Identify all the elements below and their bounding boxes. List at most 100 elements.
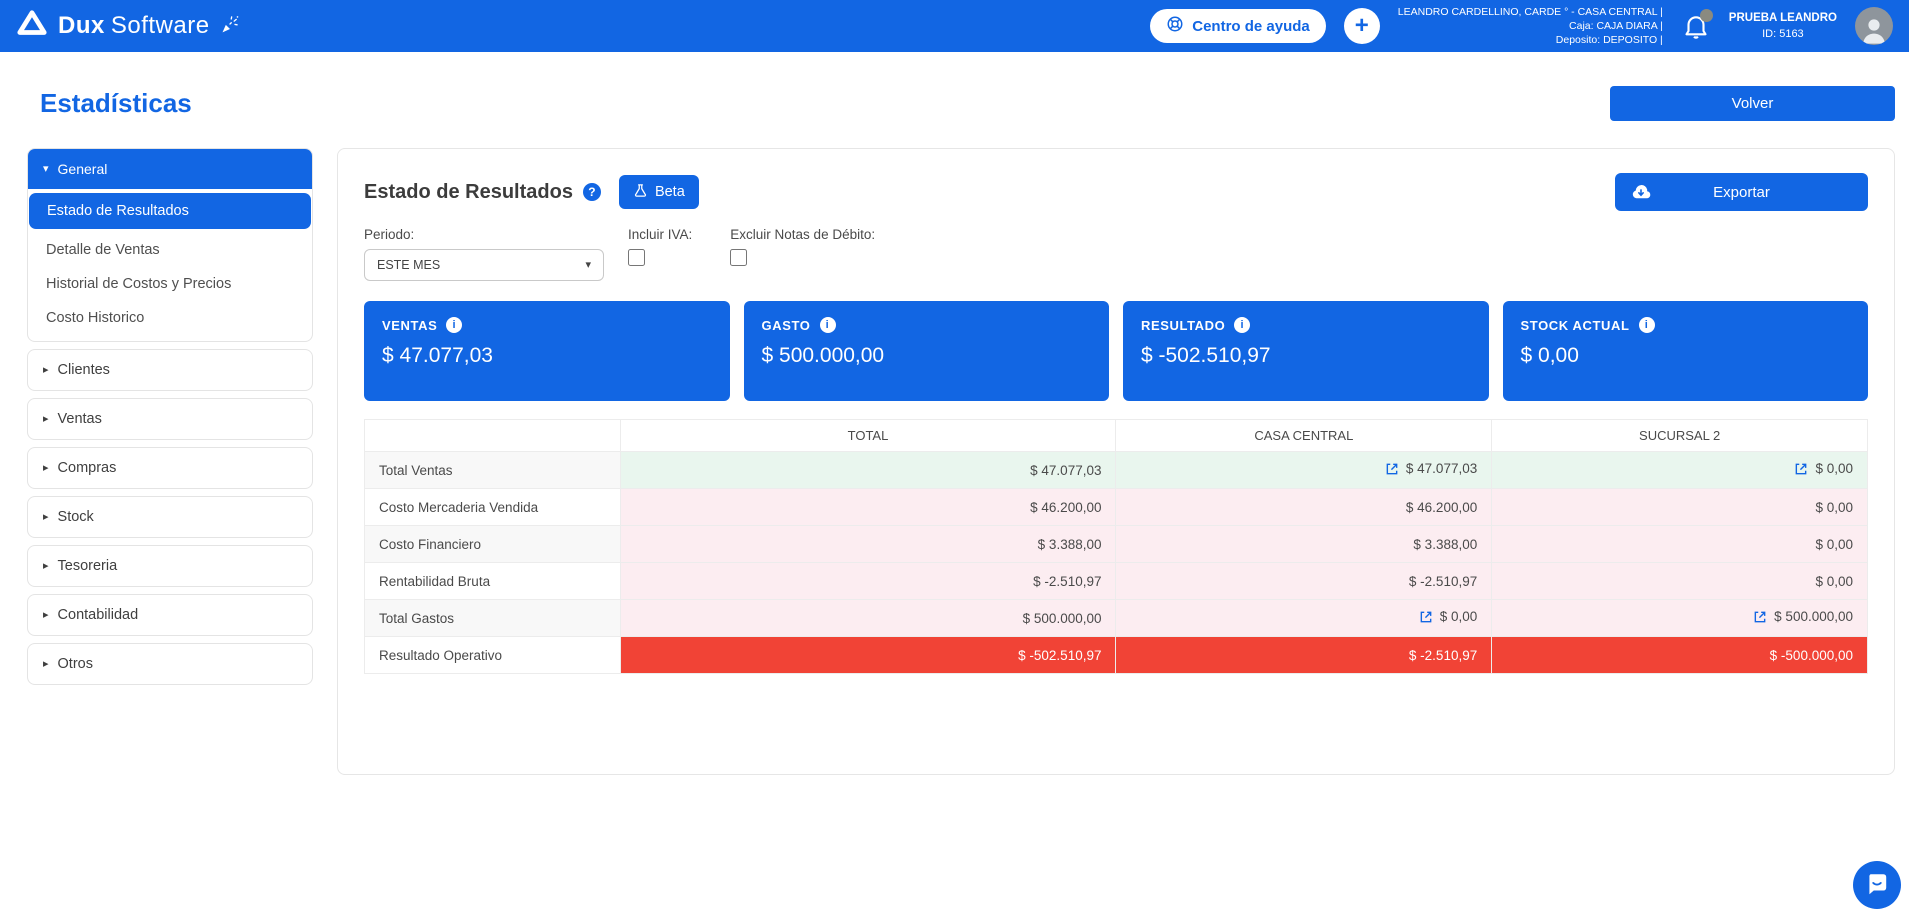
- sidebar-group-compras: ▸ Compras: [27, 447, 313, 489]
- panel-title: Estado de Resultados: [364, 180, 573, 203]
- sidebar-group-compras-header[interactable]: ▸ Compras: [28, 448, 312, 488]
- session-context-line: Caja: CAJA DIARA |: [1569, 20, 1663, 32]
- kpi-value: $ 0,00: [1520, 344, 1579, 367]
- exclude-debit-notes-checkbox[interactable]: [730, 249, 748, 266]
- chevron-down-icon: ▾: [43, 162, 49, 175]
- row-label: Costo Financiero: [364, 525, 621, 563]
- sidebar-group-otros-header[interactable]: ▸ Otros: [28, 644, 312, 684]
- chevron-right-icon: ▸: [43, 510, 49, 523]
- help-center-button[interactable]: Centro de ayuda: [1150, 9, 1326, 43]
- table-row-rentabilidad-bruta: Rentabilidad Bruta $ -2.510,97 $ -2.510,…: [364, 562, 1868, 600]
- logo-text-light: Software: [110, 12, 210, 39]
- chevron-right-icon: ▸: [43, 608, 49, 621]
- period-filter-label: Periodo:: [364, 227, 415, 242]
- export-label: Exportar: [1713, 183, 1770, 201]
- cell-value: $ 0,00: [1815, 461, 1853, 477]
- back-button[interactable]: Volver: [1610, 86, 1895, 121]
- sidebar-item-detalle-de-ventas[interactable]: Detalle de Ventas: [28, 233, 312, 267]
- kpi-label: VENTAS: [382, 317, 438, 333]
- cloud-download-icon: [1631, 182, 1651, 206]
- column-header-empty: [364, 419, 621, 452]
- lifebuoy-icon: [1166, 15, 1184, 37]
- table-row-total-ventas: Total Ventas $ 47.077,03 $ 47.077,03: [364, 451, 1868, 489]
- dux-triangle-icon: [16, 8, 48, 45]
- chat-bubble-icon: [1864, 871, 1890, 900]
- chat-widget-button[interactable]: [1853, 861, 1901, 909]
- chevron-right-icon: ▸: [43, 657, 49, 670]
- include-iva-filter: Incluir IVA:: [628, 227, 692, 271]
- user-name: PRUEBA LEANDRO: [1728, 12, 1837, 24]
- column-header-total: TOTAL: [619, 419, 1117, 452]
- sidebar-group-ventas: ▸ Ventas: [27, 398, 313, 440]
- info-icon[interactable]: i: [1234, 317, 1251, 333]
- kpi-label: RESULTADO: [1141, 317, 1226, 333]
- statistics-sidebar: ▾ General Estado de Resultados Detalle d…: [27, 148, 313, 692]
- cell-total: $ 47.077,03: [619, 451, 1117, 489]
- sidebar-group-label: Otros: [57, 656, 93, 672]
- sidebar-item-costo-historico[interactable]: Costo Historico: [28, 301, 312, 335]
- sidebar-group-stock: ▸ Stock: [27, 496, 313, 538]
- include-iva-checkbox[interactable]: [628, 249, 645, 266]
- plus-icon: +: [1354, 12, 1369, 39]
- sidebar-group-contabilidad-header[interactable]: ▸ Contabilidad: [28, 595, 312, 635]
- period-select-value: ESTE MES: [377, 258, 441, 272]
- external-link-icon[interactable]: [1385, 462, 1399, 476]
- sidebar-group-general: ▾ General Estado de Resultados Detalle d…: [27, 148, 313, 342]
- help-center-label: Centro de ayuda: [1192, 17, 1310, 35]
- sidebar-item-historial-costos-precios[interactable]: Historial de Costos y Precios: [28, 267, 312, 301]
- avatar[interactable]: [1855, 7, 1893, 45]
- external-link-icon[interactable]: [1794, 462, 1808, 476]
- results-table: TOTAL CASA CENTRAL SUCURSAL 2 Total Vent…: [364, 419, 1868, 674]
- info-icon[interactable]: i: [1638, 317, 1655, 333]
- kpi-card-ventas: VENTAS i $ 47.077,03: [364, 301, 730, 401]
- cell-total: $ 500.000,00: [619, 599, 1117, 637]
- top-navigation-bar: Dux Software Centro de ayuda + L: [0, 0, 1909, 52]
- cell-casa-central: $ -2.510,97: [1115, 562, 1493, 600]
- sidebar-group-contabilidad: ▸ Contabilidad: [27, 594, 313, 636]
- row-label: Costo Mercaderia Vendida: [364, 488, 621, 526]
- kpi-value: $ 47.077,03: [382, 344, 493, 367]
- sidebar-group-general-header[interactable]: ▾ General: [28, 149, 312, 189]
- table-row-costo-mercaderia: Costo Mercaderia Vendida $ 46.200,00 $ 4…: [364, 488, 1868, 526]
- export-button[interactable]: Exportar: [1615, 173, 1868, 211]
- sidebar-item-label: Detalle de Ventas: [46, 242, 160, 258]
- party-popper-icon: [220, 14, 240, 39]
- info-icon[interactable]: i: [819, 317, 836, 333]
- info-icon[interactable]: i: [446, 317, 463, 333]
- cell-sucursal-2: $ 500.000,00: [1491, 599, 1868, 637]
- cell-value: $ 47.077,03: [1405, 461, 1478, 477]
- session-context-line: LEANDRO CARDELLINO, CARDE ° - CASA CENTR…: [1397, 6, 1663, 18]
- session-context: LEANDRO CARDELLINO, CARDE ° - CASA CENTR…: [1398, 5, 1663, 47]
- sidebar-group-tesoreria-header[interactable]: ▸ Tesoreria: [28, 546, 312, 586]
- logo-text-bold: Dux: [58, 12, 105, 39]
- row-label: Rentabilidad Bruta: [364, 562, 621, 600]
- cell-total: $ 3.388,00: [619, 525, 1117, 563]
- help-question-icon[interactable]: ?: [582, 183, 601, 201]
- kpi-label: STOCK ACTUAL: [1520, 317, 1630, 333]
- external-link-icon[interactable]: [1753, 610, 1767, 624]
- period-filter: Periodo: ESTE MES ▾: [364, 227, 604, 281]
- sidebar-group-label: General: [57, 161, 108, 177]
- sidebar-group-stock-header[interactable]: ▸ Stock: [28, 497, 312, 537]
- kpi-card-resultado: RESULTADO i $ -502.510,97: [1123, 301, 1489, 401]
- sidebar-group-label: Contabilidad: [57, 607, 139, 623]
- cell-sucursal-2: $ 0,00: [1491, 451, 1868, 489]
- sidebar-item-label: Historial de Costos y Precios: [46, 276, 232, 292]
- exclude-debit-notes-label: Excluir Notas de Débito:: [730, 227, 876, 242]
- notifications-button[interactable]: [1681, 9, 1713, 41]
- cell-total: $ -502.510,97: [619, 636, 1117, 674]
- sidebar-group-tesoreria: ▸ Tesoreria: [27, 545, 313, 587]
- sidebar-group-ventas-header[interactable]: ▸ Ventas: [28, 399, 312, 439]
- quick-add-button[interactable]: +: [1343, 8, 1380, 44]
- sidebar-group-clientes-header[interactable]: ▸ Clientes: [28, 350, 312, 390]
- row-label: Total Gastos: [364, 599, 621, 637]
- external-link-icon[interactable]: [1419, 610, 1433, 624]
- chevron-right-icon: ▸: [43, 412, 49, 425]
- beta-button[interactable]: Beta: [618, 175, 699, 209]
- sidebar-group-otros: ▸ Otros: [27, 643, 313, 685]
- kpi-card-gasto: GASTO i $ 500.000,00: [743, 301, 1109, 401]
- cell-casa-central: $ 46.200,00: [1115, 488, 1493, 526]
- sidebar-item-estado-de-resultados[interactable]: Estado de Resultados: [29, 193, 311, 229]
- sidebar-group-label: Clientes: [57, 362, 110, 378]
- period-select[interactable]: ESTE MES ▾: [364, 249, 604, 281]
